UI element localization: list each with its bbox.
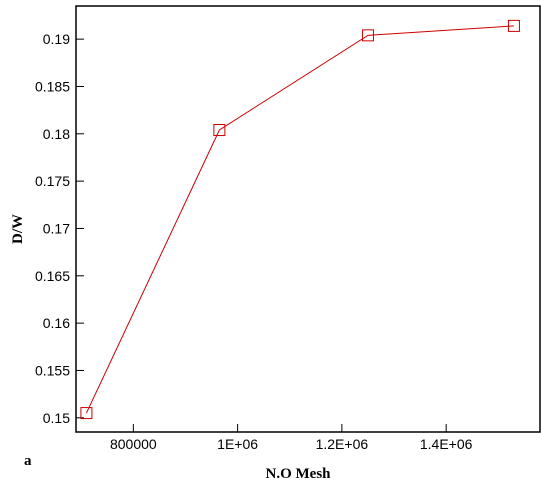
data-point-marker xyxy=(213,124,226,137)
y-tick-label: 0.185 xyxy=(35,78,70,94)
y-tick-label: 0.175 xyxy=(35,173,70,189)
series-layer xyxy=(80,19,520,420)
x-tick-label: 1.2E+06 xyxy=(316,436,369,452)
series-line xyxy=(85,25,514,414)
data-point-marker xyxy=(507,19,520,32)
y-tick-label: 0.18 xyxy=(43,126,70,142)
y-tick-label: 0.17 xyxy=(43,220,70,236)
y-tick-label: 0.155 xyxy=(35,362,70,378)
y-tick-label: 0.15 xyxy=(43,410,70,426)
y-tick-label: 0.16 xyxy=(43,315,70,331)
ticks-layer: 800000 1E+06 1.2E+06 1.4E+06 0.15 0.155 0.16 0.… xyxy=(35,31,473,452)
plot-frame xyxy=(75,5,541,433)
data-point-marker xyxy=(361,29,374,42)
x-axis-title: N.O Mesh xyxy=(266,466,332,482)
y-tick-label: 0.165 xyxy=(35,268,70,284)
y-tick-label: 0.19 xyxy=(43,31,70,47)
panel-label: a xyxy=(24,453,32,469)
y-axis-title: D/W xyxy=(10,214,26,244)
x-tick-label: 1E+06 xyxy=(217,436,258,452)
x-tick-label: 800000 xyxy=(110,436,157,452)
x-tick-label: 1.4E+06 xyxy=(420,436,473,452)
data-point-marker xyxy=(80,407,93,420)
